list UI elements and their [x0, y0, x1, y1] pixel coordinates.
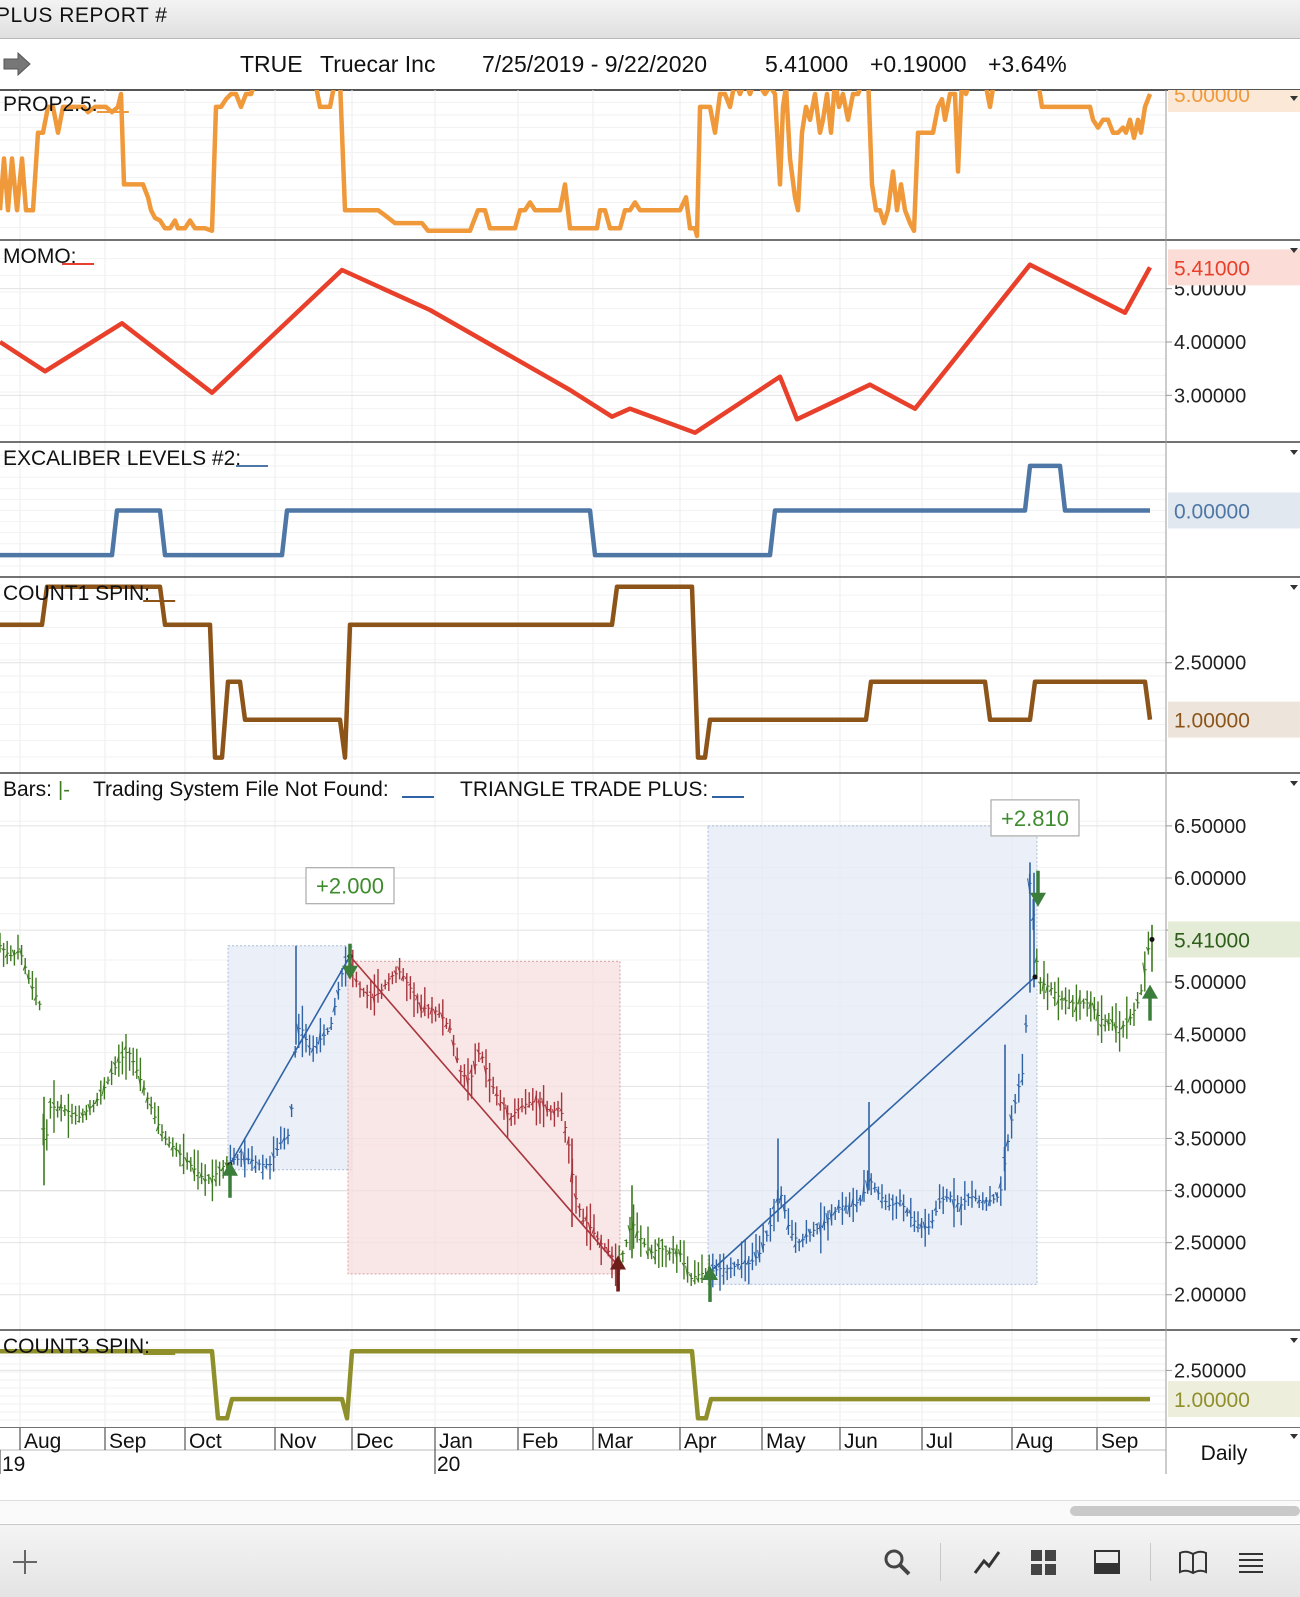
axis-tick-label: 2.50000 [1174, 1233, 1246, 1255]
price-bar-open [131, 1061, 133, 1062]
add-icon[interactable] [8, 1545, 42, 1579]
menu-icon[interactable] [1234, 1545, 1268, 1579]
trade-result-label: +2.810 [1001, 806, 1069, 831]
month-label: Sep [109, 1430, 146, 1453]
trade-exit-dot [1033, 974, 1038, 979]
value-badge-label: 1.00000 [1174, 710, 1250, 733]
panel-title-prop: PROP2.5: [3, 93, 98, 116]
panel-title-count3: COUNT3 SPIN: [3, 1335, 150, 1358]
price-bar-open [45, 1139, 47, 1140]
legend-triangle-trade: TRIANGLE TRADE PLUS: [460, 778, 708, 801]
panel-title-bars: Bars: [3, 778, 52, 801]
month-label: May [766, 1430, 806, 1453]
price-bar-open [268, 1164, 270, 1165]
window-title: PLUS REPORT # [0, 4, 167, 28]
month-label: Feb [522, 1430, 558, 1453]
trade-box [708, 826, 1037, 1284]
legend-trading-system: Trading System File Not Found: [93, 778, 389, 801]
panel-title-count1: COUNT1 SPIN: [3, 582, 150, 605]
month-label: Aug [24, 1430, 61, 1453]
symbol-ticker: TRUE [240, 51, 303, 78]
series-line-momo [0, 265, 1150, 433]
value-badge-label: 5.00000 [1174, 90, 1250, 107]
book-icon[interactable] [1176, 1545, 1210, 1579]
axis-tick-label: 2.00000 [1174, 1285, 1246, 1307]
chevron-down-icon [1290, 781, 1298, 786]
month-label: Aug [1016, 1430, 1053, 1453]
month-label: Jul [926, 1430, 953, 1453]
price-bar-open [722, 1275, 724, 1276]
price-bar-open [812, 1235, 814, 1236]
axis-tick-label: 5.00000 [1174, 972, 1246, 994]
legend-bars-swatch: |- [58, 779, 70, 801]
axis-tick-label: 4.00000 [1174, 332, 1246, 354]
bottom-toolbar [0, 1524, 1300, 1597]
trade-box [348, 961, 620, 1274]
year-label: 19 [2, 1453, 25, 1476]
search-icon[interactable] [880, 1545, 914, 1579]
value-badge-label: 0.00000 [1174, 501, 1250, 524]
month-label: Apr [684, 1430, 717, 1453]
value-badge-label: 5.41000 [1174, 257, 1250, 280]
year-label: 20 [437, 1453, 460, 1476]
month-label: Jun [844, 1430, 878, 1453]
series-line-prop [0, 90, 1150, 236]
chart-panels[interactable]: PROP2.5:5.000003.000004.000005.00000MOMO… [0, 90, 1300, 1500]
company-name: Truecar Inc [320, 51, 435, 78]
axis-tick-label: 2.50000 [1174, 1360, 1246, 1382]
axis-tick-label: 3.00000 [1174, 385, 1246, 407]
price-change-percent: +3.64% [988, 51, 1067, 78]
series-line-count3 [0, 1351, 1150, 1418]
chevron-down-icon [1290, 585, 1298, 590]
month-label: Oct [189, 1430, 222, 1453]
series-line-count1 [0, 587, 1150, 758]
period-label: Daily [1201, 1442, 1248, 1465]
axis-tick-label: 6.00000 [1174, 868, 1246, 890]
month-label: Nov [279, 1430, 317, 1453]
draw-line-icon[interactable] [970, 1545, 1004, 1579]
window-title-bar: PLUS REPORT # [0, 0, 1300, 39]
axis-tick-label: 3.00000 [1174, 1181, 1246, 1203]
axis-tick-label: 4.00000 [1174, 1076, 1246, 1098]
price-bar-open [9, 955, 11, 956]
panel-title-excal: EXCALIBER LEVELS #2: [3, 447, 241, 470]
price-bar-open [963, 1199, 965, 1200]
month-label: Sep [1101, 1430, 1138, 1453]
panel-layout-icon[interactable] [1090, 1545, 1124, 1579]
arrow-right-icon[interactable] [2, 49, 32, 79]
price-bar-open [840, 1209, 842, 1210]
last-price-dot [1150, 937, 1155, 942]
chevron-down-icon [1290, 1338, 1298, 1343]
month-label: Dec [356, 1430, 393, 1453]
last-price: 5.41000 [765, 51, 848, 78]
chevron-down-icon [1290, 450, 1298, 455]
price-bar-open [1125, 1019, 1127, 1020]
axis-tick-label: 4.50000 [1174, 1024, 1246, 1046]
horizontal-scrollbar[interactable] [1070, 1506, 1300, 1516]
price-bar-open [700, 1278, 702, 1279]
trade-result-label: +2.000 [316, 874, 384, 899]
price-bar-open [376, 994, 378, 995]
value-badge-label: 1.00000 [1174, 1389, 1250, 1412]
grid-layout-icon[interactable] [1026, 1545, 1060, 1579]
value-badge-label: 5.41000 [1174, 929, 1250, 952]
price-change: +0.19000 [870, 51, 967, 78]
axis-tick-label: 2.50000 [1174, 653, 1246, 675]
month-label: Mar [597, 1430, 633, 1453]
axis-tick-label: 3.50000 [1174, 1128, 1246, 1150]
month-label: Jan [439, 1430, 473, 1453]
date-range: 7/25/2019 - 9/22/2020 [482, 51, 707, 78]
axis-tick-label: 6.50000 [1174, 816, 1246, 838]
symbol-info-bar: TRUE Truecar Inc 7/25/2019 - 9/22/2020 5… [0, 39, 1300, 91]
